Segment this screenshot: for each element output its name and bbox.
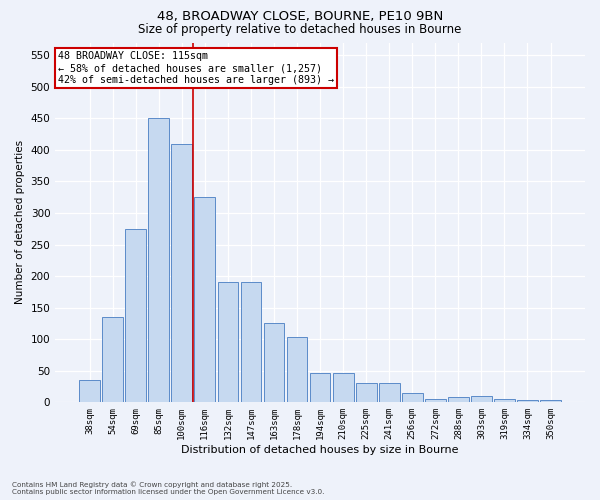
Bar (125, 228, 146, 402)
Bar (471, 396, 492, 402)
Y-axis label: Number of detached properties: Number of detached properties (15, 140, 25, 304)
Bar (540, 400, 561, 402)
Bar (241, 282, 262, 403)
Bar (333, 374, 353, 402)
Text: 48, BROADWAY CLOSE, BOURNE, PE10 9BN: 48, BROADWAY CLOSE, BOURNE, PE10 9BN (157, 10, 443, 23)
Bar (379, 384, 400, 402)
Bar (102, 317, 123, 402)
Bar (194, 197, 215, 402)
Bar (263, 324, 284, 402)
Text: 48 BROADWAY CLOSE: 115sqm
← 58% of detached houses are smaller (1,257)
42% of se: 48 BROADWAY CLOSE: 115sqm ← 58% of detac… (58, 52, 334, 84)
Bar (148, 118, 169, 403)
Text: Contains HM Land Registry data © Crown copyright and database right 2025.
Contai: Contains HM Land Registry data © Crown c… (12, 482, 325, 495)
Bar (448, 398, 469, 402)
Bar (356, 384, 377, 402)
Bar (425, 399, 446, 402)
Bar (79, 380, 100, 402)
Bar (494, 399, 515, 402)
Bar (517, 400, 538, 402)
Bar (310, 374, 331, 402)
Bar (402, 393, 422, 402)
X-axis label: Distribution of detached houses by size in Bourne: Distribution of detached houses by size … (181, 445, 459, 455)
Bar (172, 144, 192, 402)
Text: Size of property relative to detached houses in Bourne: Size of property relative to detached ho… (139, 22, 461, 36)
Bar (287, 338, 307, 402)
Bar (218, 282, 238, 403)
